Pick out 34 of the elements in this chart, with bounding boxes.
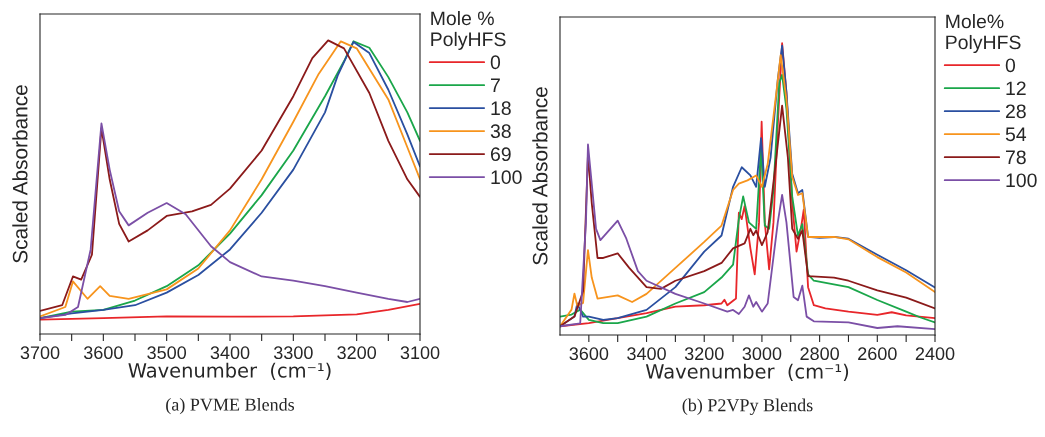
legend-title: Mole % PolyHFS — [431, 10, 506, 50]
x-tick-label: 3600 — [83, 346, 123, 360]
legend-label: 28 — [1005, 104, 1026, 119]
x-axis-title: Wavenumber (cm⁻¹) — [645, 363, 849, 381]
x-tick-label: 3300 — [273, 346, 313, 360]
x-tick-label: 3700 — [20, 346, 60, 360]
x-tick-label: 3100 — [400, 346, 440, 360]
text: (b) P2VPy Blends — [682, 398, 813, 416]
x-tick-label: 3400 — [627, 347, 666, 361]
legend-label: 54 — [1005, 127, 1027, 142]
y-axis-title: Scaled Absorbance — [12, 85, 28, 263]
legend-title: Mole% PolyHFS — [946, 14, 1021, 54]
legend-label: 18 — [491, 101, 511, 116]
x-tick-label: 3400 — [210, 346, 250, 360]
legend-label: 69 — [490, 147, 511, 162]
x-tick-label: 3000 — [742, 347, 782, 361]
x-axis-title: Wavenumber (cm⁻¹) — [128, 362, 331, 380]
x-tick-label: 3500 — [147, 346, 187, 360]
x-tick-label: 3200 — [684, 347, 724, 361]
legend-label: 0 — [490, 55, 501, 70]
legend-label: 7 — [491, 78, 500, 92]
x-tick-label: 3600 — [569, 347, 609, 361]
legend-label: 38 — [490, 124, 511, 139]
legend-label: 12 — [1006, 81, 1026, 96]
legend-label: 0 — [1005, 58, 1016, 73]
x-tick-label: 2400 — [915, 347, 955, 361]
legend-label: 78 — [1006, 150, 1026, 165]
legend-label: 100 — [1006, 173, 1037, 188]
y-axis-title: Scaled Absorbance — [532, 87, 548, 265]
x-tick-label: 2800 — [800, 347, 839, 361]
x-tick-label: 2600 — [858, 347, 897, 361]
text: (a) PVME Blends — [166, 398, 295, 415]
x-tick-label: 3200 — [337, 346, 377, 360]
legend-label: 100 — [491, 170, 522, 185]
